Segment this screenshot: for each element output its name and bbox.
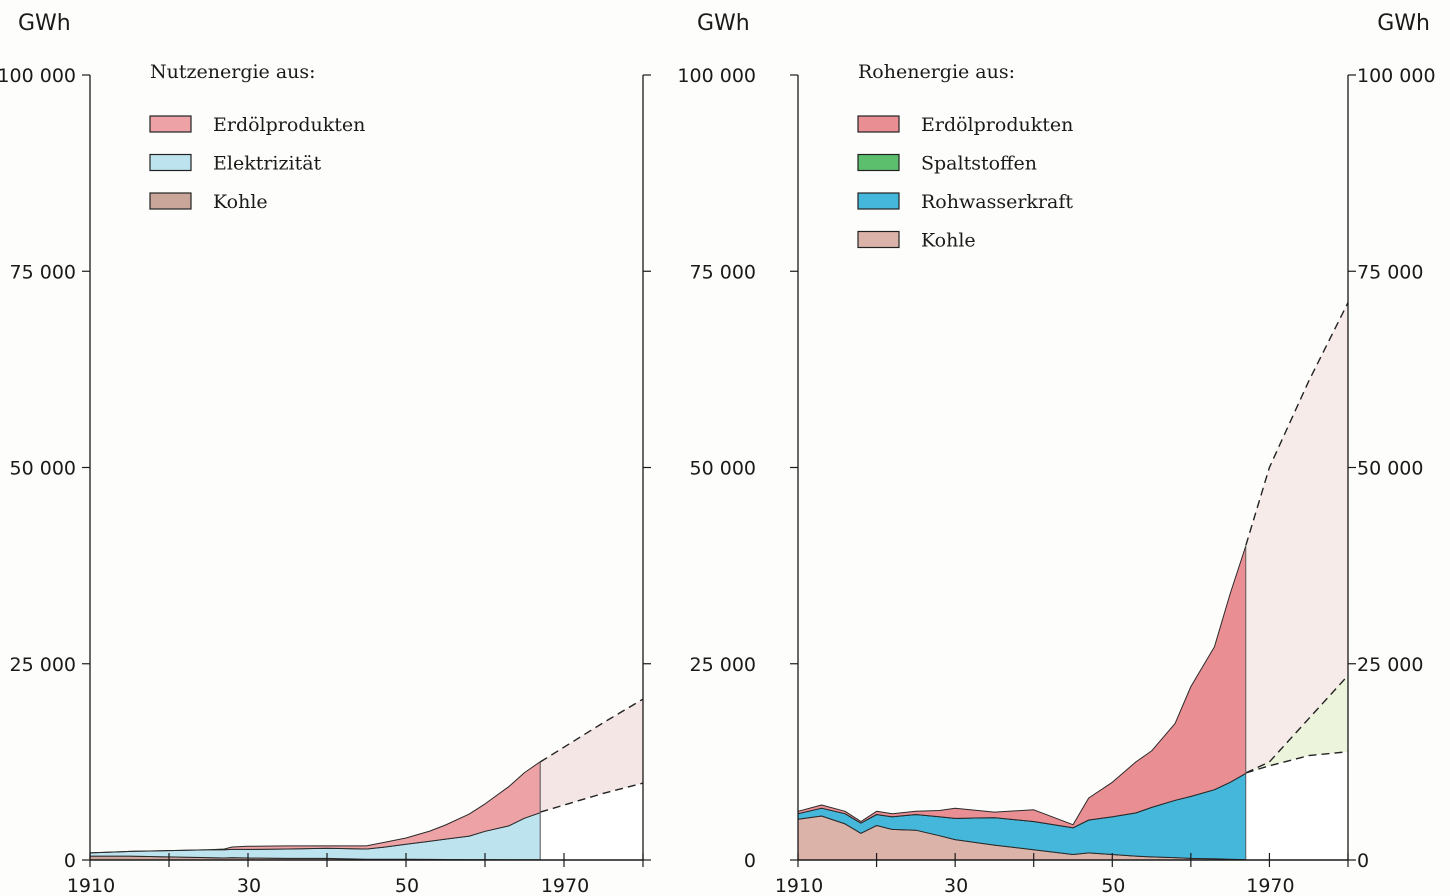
legend-title: Nutzenergie aus: xyxy=(150,61,316,83)
projection-spalt-top-line xyxy=(1245,675,1349,774)
y-tick-label-right: 75 000 xyxy=(1357,261,1423,283)
x-tick-label: 50 xyxy=(1101,875,1125,896)
legend-swatch-rohwasserkraft xyxy=(857,192,900,210)
chart-nutzenergie: 0 25 000 50 000 75 000 100 000 1910 30 50 1970 GW… xyxy=(0,11,651,896)
y-tick-label: 25 000 xyxy=(690,654,756,676)
legend-swatch-erdoelprodukten xyxy=(857,115,900,133)
legend-label-spaltstoffen: Spaltstoffen xyxy=(921,153,1037,175)
x-tick-label: 1970 xyxy=(1246,875,1294,896)
y-tick-label: 75 000 xyxy=(690,261,756,283)
legend-label-erdoelprodukten: Erdölprodukten xyxy=(213,114,365,136)
projection-lower-area xyxy=(1245,751,1348,860)
legend-label-rohwasserkraft: Rohwasserkraft xyxy=(921,191,1073,213)
projection-lower-area xyxy=(540,783,643,860)
legend-title: Rohenergie aus: xyxy=(858,61,1015,83)
projection-spalt-area xyxy=(1245,675,1348,773)
projection-rohwasser-top-line xyxy=(1245,751,1349,774)
y-tick-label-right: 100 000 xyxy=(1357,65,1436,87)
projection-area xyxy=(1245,302,1348,773)
y-tick-label: 100 000 xyxy=(0,65,76,87)
y-tick-label: 0 xyxy=(744,850,756,872)
y-tick-label: 25 000 xyxy=(10,654,76,676)
x-tick-label: 1970 xyxy=(541,875,589,896)
legend-swatch-spaltstoffen xyxy=(857,153,900,172)
x-tick-label: 30 xyxy=(944,875,968,896)
x-tick-label: 1910 xyxy=(775,875,823,896)
projection-upper-total-line xyxy=(1245,302,1349,546)
legend-label-elektrizitaet: Elektrizität xyxy=(213,153,322,175)
legend-swatch-elektrizitaet xyxy=(149,153,192,172)
y-tick-label-right: 50 000 xyxy=(1357,458,1423,480)
legend-label-kohle: Kohle xyxy=(921,230,976,252)
y-tick-label: 50 000 xyxy=(10,458,76,480)
y-unit-label: GWh xyxy=(697,11,750,36)
legend-swatch-erdoelprodukten xyxy=(149,115,192,133)
area-erdoelprodukten xyxy=(797,545,1247,829)
y-unit-label: GWh xyxy=(18,11,71,36)
x-tick-label: 1910 xyxy=(67,875,115,896)
y-tick-label: 0 xyxy=(64,850,76,872)
projection-lower-line xyxy=(540,782,644,813)
y-tick-label: 50 000 xyxy=(690,458,756,480)
y-tick-label-right: 25 000 xyxy=(1357,654,1423,676)
x-tick-label: 50 xyxy=(395,875,419,896)
legend-label-erdoelprodukten: Erdölprodukten xyxy=(921,114,1073,136)
legend-swatch-kohle xyxy=(149,192,192,210)
chart-rohenergie: 0 0 25 000 25 000 50 000 50 000 75 000 75 000 10… xyxy=(677,11,1435,896)
legend-swatch-kohle xyxy=(857,230,900,249)
y-tick-label: 75 000 xyxy=(10,261,76,283)
legend-label-kohle: Kohle xyxy=(213,191,268,213)
projection-upper-line xyxy=(539,698,644,763)
projection-area xyxy=(540,699,643,813)
x-tick-label: 30 xyxy=(237,875,261,896)
y-unit-label: GWh xyxy=(1377,11,1430,36)
y-tick-label: 100 000 xyxy=(677,65,756,87)
y-tick-label-right: 0 xyxy=(1357,850,1369,872)
